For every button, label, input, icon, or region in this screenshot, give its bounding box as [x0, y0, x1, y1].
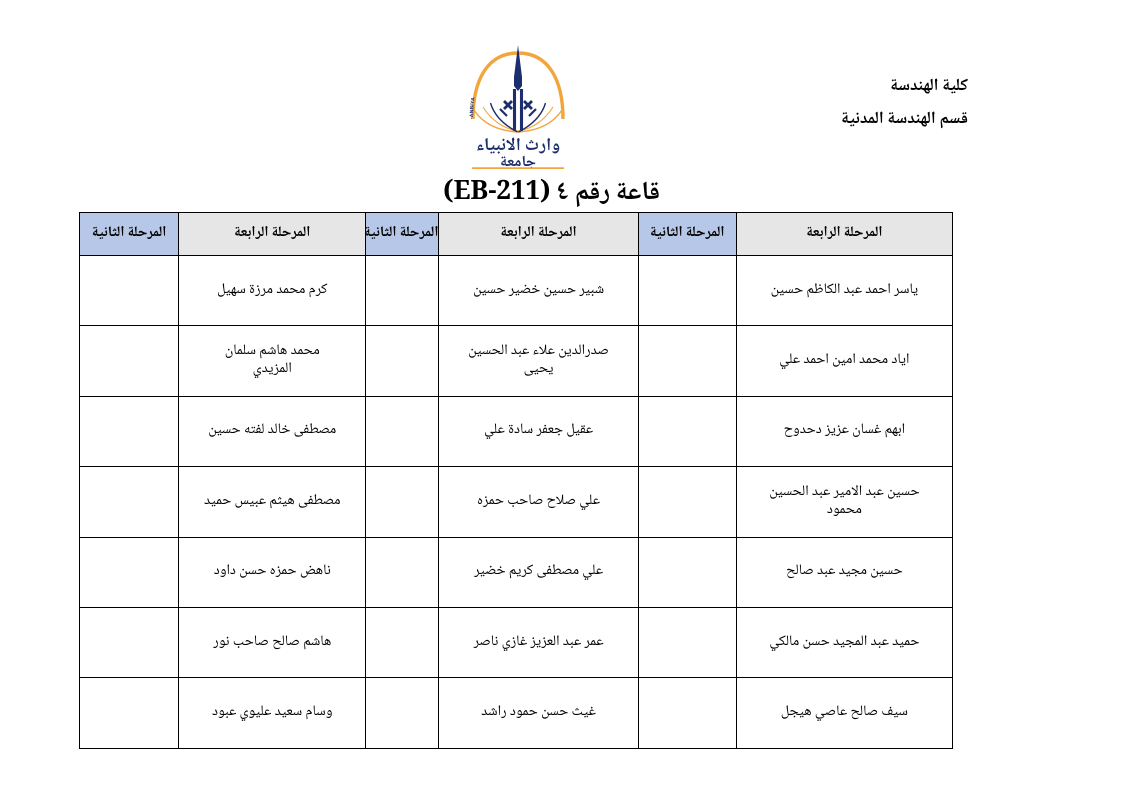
svg-text:UNIVERSITY OF WARITH AL-ANBIYA: UNIVERSITY OF WARITH AL-ANBIYA — [461, 39, 477, 119]
svg-text:جامعة: جامعة — [500, 149, 536, 169]
